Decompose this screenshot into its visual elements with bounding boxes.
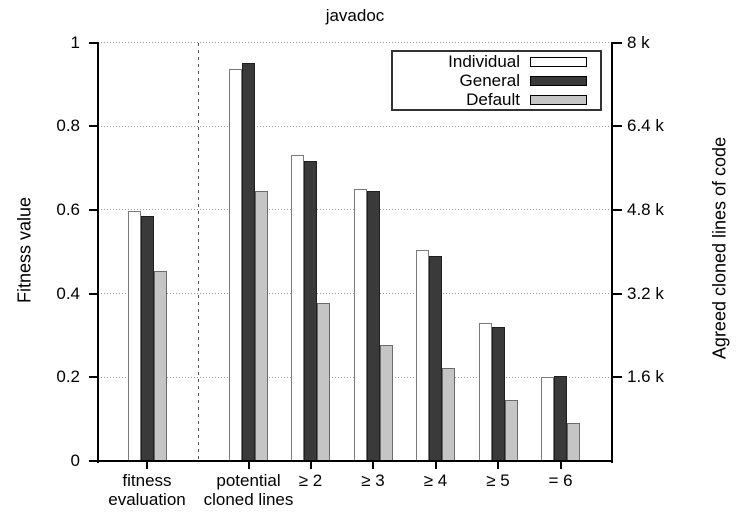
y-tick-label-right: 1.6 k	[627, 367, 664, 387]
y-tick-label-left: 0.6	[56, 199, 80, 219]
x-tick-label: potential cloned lines	[203, 471, 294, 509]
y-tick-right	[613, 376, 622, 379]
y-tick-left	[89, 376, 98, 379]
y-axis-left	[97, 41, 99, 463]
y-axis-label-right: Agreed cloned lines of code	[709, 136, 730, 360]
bar-individual-1	[229, 68, 242, 461]
bar-general-2	[304, 160, 317, 461]
x-tick-label: ≥ 2	[298, 471, 323, 490]
bar-default-6	[567, 423, 580, 461]
y-tick-label-right: 8 k	[627, 32, 650, 52]
x-tick-label: fitness evaluation	[108, 471, 186, 509]
bar-individual-6	[541, 376, 554, 461]
x-tick	[559, 461, 562, 469]
legend-label: Individual	[448, 51, 520, 71]
legend-label: General	[459, 70, 520, 90]
y-tick-label-right: 3.2 k	[627, 283, 664, 303]
bar-individual-0	[127, 211, 141, 461]
y-tick-right	[613, 292, 622, 295]
bar-default-4	[442, 368, 455, 461]
legend-label: Default	[466, 89, 520, 109]
x-tick-label: ≥ 5	[486, 471, 510, 490]
bar-default-0	[153, 271, 167, 461]
bar-general-5	[491, 326, 505, 461]
bar-general-0	[140, 215, 154, 461]
bar-general-3	[366, 191, 380, 461]
x-tick	[146, 461, 148, 469]
bar-general-1	[242, 63, 255, 461]
legend-item-individual: Individual	[395, 52, 587, 71]
x-tick	[497, 461, 499, 469]
bar-individual-3	[353, 189, 367, 461]
x-tick-label: ≥ 4	[423, 471, 448, 490]
legend-swatch	[530, 94, 587, 105]
y-tick-label-left: 0.8	[56, 116, 80, 136]
x-tick	[434, 461, 437, 469]
y-tick-label-left: 0.4	[56, 283, 80, 303]
y-axis-right	[611, 41, 613, 463]
legend-item-general: General	[395, 71, 587, 90]
bar-default-5	[504, 399, 518, 461]
bar-general-4	[429, 255, 442, 461]
x-axis	[97, 460, 613, 462]
y-tick-label-right: 4.8 k	[627, 199, 664, 219]
legend-item-default: Default	[395, 90, 587, 109]
x-tick	[247, 461, 250, 469]
y-tick-right	[613, 41, 622, 44]
x-tick	[309, 461, 312, 469]
x-tick-label: ≥ 3	[361, 471, 385, 490]
legend-swatch	[530, 75, 587, 86]
y-tick-left	[89, 460, 98, 462]
y-tick-left	[89, 41, 98, 44]
y-tick-left	[89, 125, 98, 128]
y-tick-label-left: 0	[70, 451, 80, 470]
y-tick-right	[613, 125, 622, 128]
category-separator	[197, 42, 199, 461]
legend: Individual General Default	[391, 50, 602, 111]
chart-title: javadoc	[325, 6, 385, 25]
gridline-h	[98, 42, 612, 43]
y-tick-left	[89, 292, 98, 295]
gridline-h	[98, 125, 612, 127]
y-tick-label-right: 6.4 k	[627, 116, 664, 136]
bar-default-3	[379, 344, 393, 461]
legend-swatch	[530, 56, 587, 67]
bar-general-6	[554, 376, 567, 461]
bar-default-2	[317, 303, 330, 461]
x-tick	[372, 461, 374, 469]
x-tick-label: = 6	[548, 471, 573, 490]
bar-default-1	[255, 191, 268, 461]
y-tick-label-left: 0.2	[56, 367, 80, 387]
y-tick-left	[89, 208, 98, 211]
bar-individual-2	[291, 155, 304, 461]
bar-individual-5	[478, 322, 492, 461]
y-tick-right	[613, 208, 622, 211]
y-tick-label-left: 1	[70, 32, 80, 52]
bar-individual-4	[416, 250, 429, 461]
